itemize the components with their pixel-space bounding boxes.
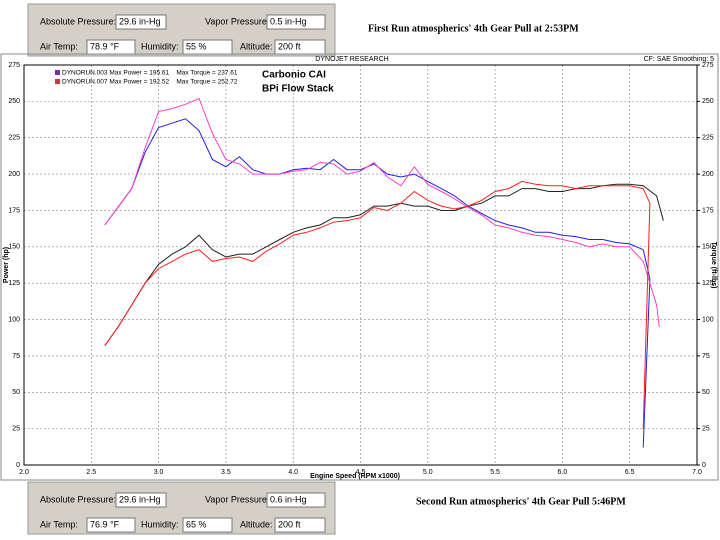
x-tick-label: 6.0	[558, 469, 568, 476]
y-tick-label: 150	[8, 244, 20, 251]
x-axis-title: Engine Speed (RPM x1000)	[310, 473, 400, 480]
field-value: 65 %	[186, 519, 207, 529]
y-axis-title: Power (hp)	[3, 247, 10, 283]
x-tick-label: 2.5	[86, 469, 96, 476]
run-note: Second Run atmospherics' 4th Gear Pull 5…	[416, 496, 626, 507]
y-tick-label: 0	[16, 462, 20, 469]
field-box	[115, 14, 167, 30]
field-label: Air Temp:	[40, 519, 78, 529]
x-tick-label: 7.0	[692, 469, 702, 476]
x-tick-label: 3.0	[154, 469, 164, 476]
x-tick-label: 6.5	[625, 469, 635, 476]
y-tick-label: 200	[8, 171, 20, 178]
y2-tick-label: 100	[702, 316, 714, 323]
field-label: Humidity:	[141, 41, 179, 51]
conditions-panel	[27, 481, 336, 535]
field-value: 76.9 °F	[90, 519, 120, 529]
x-tick-label: 5.5	[490, 469, 500, 476]
field-value: 55 %	[186, 41, 207, 51]
y2-tick-label: 150	[702, 244, 714, 251]
y-tick-label: 100	[8, 316, 20, 323]
field-value: 0.6 in-Hg	[270, 494, 307, 504]
field-box	[115, 492, 167, 508]
annotation: BPi Flow Stack	[262, 84, 334, 95]
y-tick-label: 25	[12, 425, 20, 432]
field-label: Altitude:	[240, 519, 273, 529]
series-line	[104, 180, 651, 429]
y2-tick-label: 25	[702, 425, 710, 432]
x-tick-label: 4.5	[356, 469, 366, 476]
field-value: 78.9 °F	[90, 41, 120, 51]
y2-tick-label: 250	[702, 98, 714, 105]
run-note: First Run atmospherics' 4th Gear Pull at…	[368, 23, 579, 34]
field-label: Vapor Pressure:	[205, 16, 269, 26]
x-tick-label: 5.0	[423, 469, 433, 476]
field-label: Humidity:	[141, 519, 179, 529]
field-label: Altitude:	[240, 41, 273, 51]
field-box	[182, 517, 233, 533]
x-tick-label: 2.0	[19, 469, 29, 476]
legend-swatch	[55, 70, 60, 75]
field-value: 200 ft	[278, 41, 301, 51]
legend-entry: DYNORUN.003 Max Power = 195.61 Max Torqu…	[62, 70, 238, 77]
field-label: Vapor Pressure:	[205, 494, 269, 504]
field-value: 29.6 in-Hg	[119, 16, 161, 26]
field-value: 29.6 in-Hg	[119, 494, 161, 504]
field-label: Absolute Pressure:	[40, 494, 116, 504]
y2-tick-label: 200	[702, 171, 714, 178]
y-tick-label: 75	[12, 353, 20, 360]
y2-tick-label: 50	[702, 389, 710, 396]
series-line	[104, 118, 651, 448]
series-line	[104, 183, 664, 346]
x-tick-label: 3.5	[221, 469, 231, 476]
y2-tick-label: 125	[702, 280, 714, 287]
y2-axis-title: Torque (ft-lbs)	[710, 242, 717, 289]
field-label: Absolute Pressure:	[40, 16, 116, 26]
field-box	[86, 517, 136, 533]
field-box	[266, 492, 326, 508]
y2-tick-label: 75	[702, 353, 710, 360]
legend-entry: DYNORUN.007 Max Power = 192.52 Max Torqu…	[62, 79, 238, 86]
y2-tick-label: 225	[702, 135, 714, 142]
series-line	[104, 97, 660, 327]
field-box	[266, 14, 326, 30]
legend-swatch	[55, 79, 60, 84]
field-box	[274, 517, 326, 533]
annotation: Carbonio CAI	[262, 70, 326, 81]
chart-title: DYNOJET RESEARCH	[315, 56, 388, 63]
y2-tick-label: 275	[702, 62, 714, 69]
y-tick-label: 50	[12, 389, 20, 396]
y-tick-label: 275	[8, 62, 20, 69]
y2-tick-label: 175	[702, 207, 714, 214]
y2-tick-label: 0	[702, 462, 706, 469]
field-value: 200 ft	[278, 519, 301, 529]
y-tick-label: 225	[8, 135, 20, 142]
chart-frame	[0, 53, 719, 481]
chart-subtitle: CF: SAE Smoothing: 5	[644, 56, 715, 63]
x-tick-label: 4.0	[288, 469, 298, 476]
y-tick-label: 250	[8, 98, 20, 105]
y-tick-label: 175	[8, 207, 20, 214]
field-label: Air Temp:	[40, 41, 78, 51]
field-value: 0.5 in-Hg	[270, 16, 307, 26]
plot-border	[23, 64, 698, 466]
y-tick-label: 125	[8, 280, 20, 287]
